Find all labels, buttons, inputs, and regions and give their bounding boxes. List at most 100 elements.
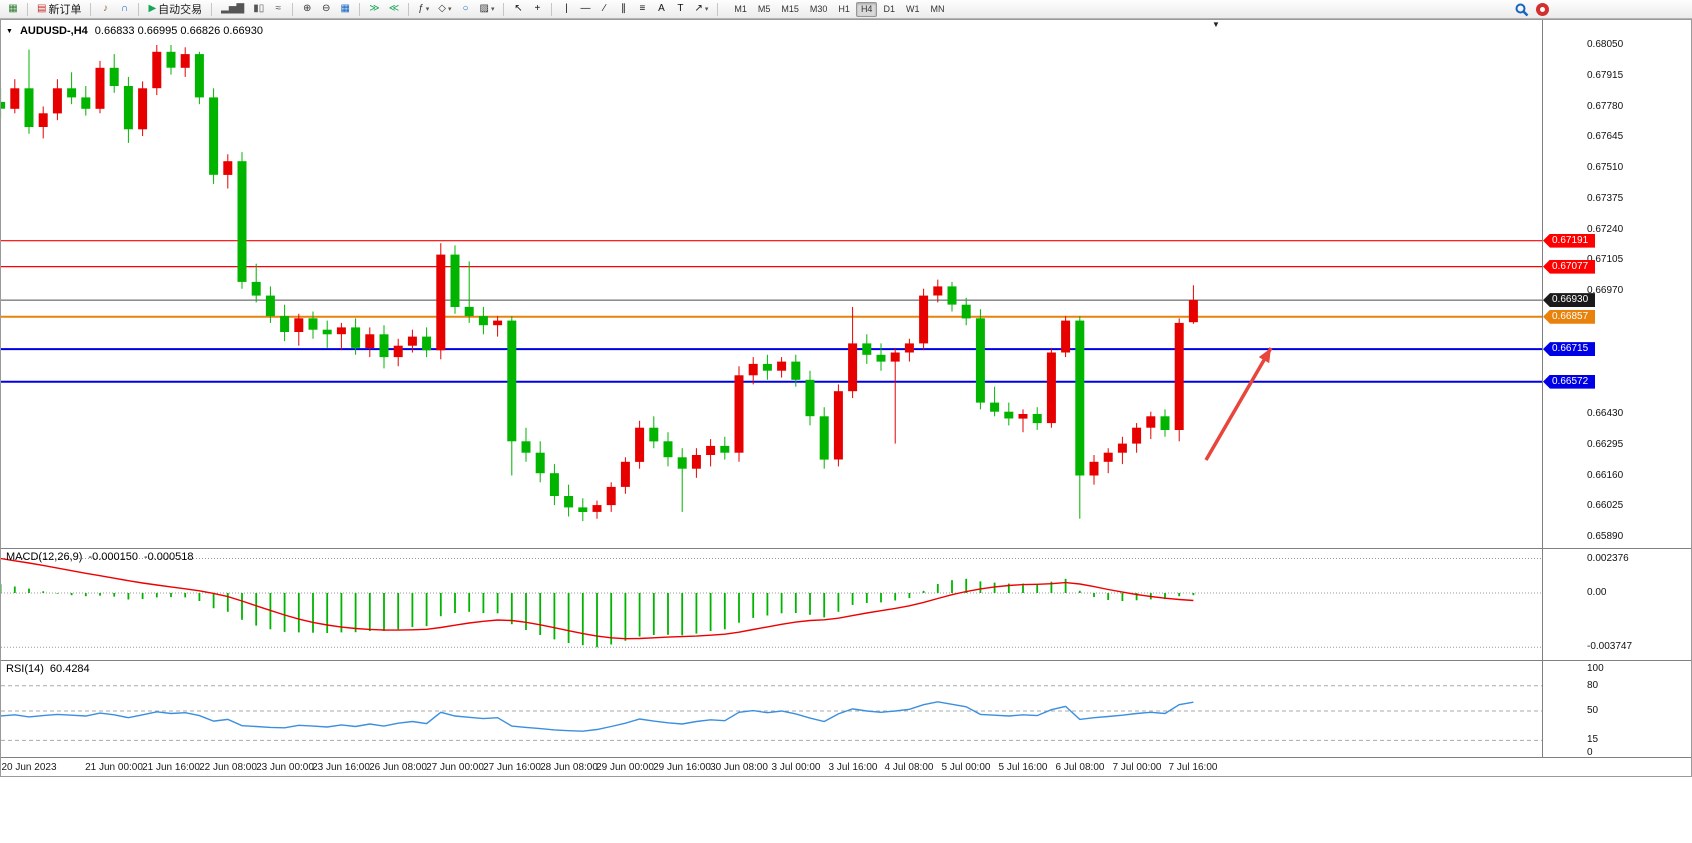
time-axis-label: 27 Jun 00:00 bbox=[426, 762, 484, 773]
autotrading-label: 自动交易 bbox=[158, 4, 203, 16]
candle-body bbox=[322, 329, 332, 335]
chart-shift-button[interactable]: ≪ bbox=[385, 1, 403, 17]
vertical-line-icon: | bbox=[565, 3, 568, 14]
auto-scroll-button[interactable]: ≫ bbox=[365, 1, 383, 17]
channel-button[interactable]: ∥ bbox=[614, 1, 632, 17]
candle-body bbox=[95, 67, 105, 109]
candle-body bbox=[1132, 427, 1142, 444]
bar-chart-button[interactable]: ▂▅▇ bbox=[217, 1, 248, 17]
cursor-button[interactable]: ↖ bbox=[509, 1, 527, 17]
timeframe-h4-button[interactable]: H4 bbox=[855, 1, 878, 17]
time-axis-label: 21 Jun 16:00 bbox=[142, 762, 200, 773]
price-tick-label: 0.68050 bbox=[1587, 39, 1624, 50]
candle-body bbox=[592, 505, 602, 512]
sound-button[interactable]: ♪ bbox=[96, 1, 114, 17]
zoom-in-button[interactable]: ⊕ bbox=[298, 1, 316, 17]
timeframe-m15-button[interactable]: M15 bbox=[776, 2, 804, 17]
candle-body bbox=[578, 507, 588, 512]
tile-windows-button[interactable]: ▦ bbox=[336, 1, 354, 17]
price-plot[interactable] bbox=[1, 20, 1542, 548]
trendline-button[interactable]: ∕ bbox=[595, 1, 613, 17]
candle-body bbox=[1117, 443, 1127, 453]
candle-body bbox=[38, 113, 48, 127]
timeframe-h1-button[interactable]: H1 bbox=[833, 2, 855, 17]
clock-button[interactable]: ○ bbox=[456, 1, 474, 17]
macd-label: MACD(12,26,9) -0.000150 -0.000518 bbox=[6, 551, 194, 563]
rsi-scale-label: 80 bbox=[1587, 679, 1599, 691]
templates-button[interactable]: ▨ ▾ bbox=[475, 1, 498, 17]
candle-body bbox=[237, 161, 247, 282]
macd-plot[interactable] bbox=[1, 549, 1542, 660]
zoom-out-button[interactable]: ⊖ bbox=[317, 1, 335, 17]
timeframe-m30-button[interactable]: M30 bbox=[805, 2, 833, 17]
fibonacci-button[interactable]: ≡ bbox=[633, 1, 651, 17]
candle-body bbox=[52, 88, 62, 114]
candle-body bbox=[223, 161, 233, 175]
candle-body bbox=[436, 254, 446, 351]
candle-body bbox=[507, 320, 517, 442]
rsi-plot[interactable] bbox=[1, 661, 1542, 757]
timeframe-w1-button[interactable]: W1 bbox=[901, 2, 925, 17]
candle-body bbox=[81, 97, 91, 109]
fibonacci-icon: ≡ bbox=[639, 3, 646, 14]
vertical-line-button[interactable]: | bbox=[557, 1, 575, 17]
candle-body bbox=[336, 327, 346, 335]
timeframe-d1-button[interactable]: D1 bbox=[878, 2, 900, 17]
toolbar-separator bbox=[90, 2, 92, 16]
timeframe-m1-button[interactable]: M1 bbox=[729, 2, 752, 17]
toolbar-separator bbox=[211, 2, 213, 16]
time-axis-label: 27 Jun 16:00 bbox=[483, 762, 541, 773]
candle-body bbox=[691, 455, 701, 469]
rsi-name: RSI(14) bbox=[6, 663, 44, 675]
line-chart-button[interactable]: ≈ bbox=[269, 1, 287, 17]
time-axis-label: 4 Jul 08:00 bbox=[884, 762, 934, 773]
candlestick-chart-button[interactable]: ▮▯ bbox=[249, 1, 268, 17]
chart-shift-marker[interactable]: ▼ bbox=[1212, 20, 1220, 29]
periods-button[interactable]: ◇ ▾ bbox=[434, 1, 455, 17]
candle-body bbox=[975, 318, 985, 403]
headphones-button[interactable]: ∩ bbox=[115, 1, 133, 17]
price-badge: 0.66572 bbox=[1543, 374, 1595, 389]
new-chart-button[interactable]: ▦ bbox=[4, 1, 22, 17]
text-label-icon: T bbox=[677, 3, 684, 14]
candle-body bbox=[24, 88, 34, 127]
timeframe-mn-button[interactable]: MN bbox=[925, 2, 949, 17]
macd-value-main: -0.000150 bbox=[88, 551, 138, 563]
horizontal-line-button[interactable]: — bbox=[576, 1, 594, 17]
new-order-button[interactable]: ▤ 新订单 bbox=[33, 1, 85, 17]
candle-body bbox=[10, 88, 20, 109]
candle-body bbox=[635, 427, 645, 462]
time-axis-label: 22 Jun 08:00 bbox=[199, 762, 257, 773]
time-axis-label: 20 Jun 2023 bbox=[1, 762, 57, 773]
community-icon[interactable] bbox=[1535, 2, 1550, 17]
arrows-icon: ↗ bbox=[694, 3, 703, 14]
candle-body bbox=[379, 334, 389, 358]
candle-body bbox=[961, 304, 971, 319]
candle-body bbox=[180, 54, 190, 68]
candle-body bbox=[1032, 414, 1042, 424]
timeframe-m5-button[interactable]: M5 bbox=[753, 2, 776, 17]
indicators-button[interactable]: ƒ ▾ bbox=[414, 1, 433, 17]
autotrading-button[interactable]: ▶ 自动交易 bbox=[144, 1, 206, 17]
macd-panel[interactable]: MACD(12,26,9) -0.000150 -0.000518 bbox=[1, 548, 1542, 660]
time-axis[interactable]: 20 Jun 2023 21 Jun 00:00 21 Jun 16:00 22 Ju… bbox=[1, 757, 1691, 776]
candle-body bbox=[450, 254, 460, 307]
toolbar-separator bbox=[408, 2, 410, 16]
text-label-button[interactable]: T bbox=[671, 1, 689, 17]
price-tick-label: 0.67240 bbox=[1587, 223, 1624, 235]
price-scale[interactable]: 0.65890 0.66025 0.66160 0.66295 0.66430 0.669… bbox=[1542, 20, 1691, 548]
macd-scale[interactable]: 0.002376 0.00 -0.003747 bbox=[1542, 548, 1691, 660]
rsi-line bbox=[1, 701, 1194, 732]
sound-icon: ♪ bbox=[102, 3, 108, 14]
collapse-icon[interactable]: ▼ bbox=[6, 27, 13, 35]
candle-body bbox=[663, 441, 673, 458]
arrows-button[interactable]: ↗ ▾ bbox=[690, 1, 712, 17]
crosshair-button[interactable]: + bbox=[528, 1, 546, 17]
text-button[interactable]: A bbox=[652, 1, 670, 17]
periods-icon: ◇ bbox=[438, 3, 446, 14]
search-icon[interactable] bbox=[1514, 2, 1529, 17]
rsi-panel[interactable]: RSI(14) 60.4284 bbox=[1, 660, 1542, 757]
price-chart-panel[interactable]: ▼ AUDUSD-,H4 0.66833 0.66995 0.66826 0.6… bbox=[1, 20, 1542, 548]
trend-arrow bbox=[1204, 347, 1273, 461]
rsi-scale[interactable]: 100 80 50 15 0 bbox=[1542, 660, 1691, 757]
